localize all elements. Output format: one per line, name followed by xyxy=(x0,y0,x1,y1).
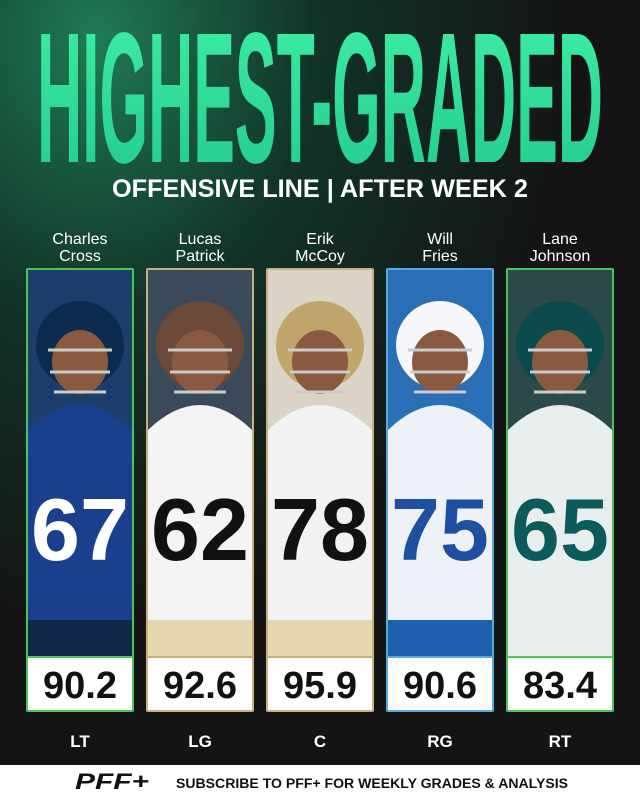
facemask xyxy=(168,348,232,394)
grade: 90.2 xyxy=(43,665,117,707)
jersey-number: 78 xyxy=(271,480,369,579)
grade: 83.4 xyxy=(523,665,597,707)
face xyxy=(532,330,588,394)
team-logo-strip xyxy=(268,620,372,656)
grade-box xyxy=(388,658,492,710)
player-first-name: Erik xyxy=(306,231,335,248)
face xyxy=(52,330,108,394)
grade: 95.9 xyxy=(283,665,357,707)
facemask xyxy=(528,348,592,394)
facemask xyxy=(408,348,472,394)
player-first-name: Lucas xyxy=(179,231,222,248)
player-last-name: Fries xyxy=(422,248,458,265)
player-body xyxy=(148,405,252,620)
position: C xyxy=(314,732,326,751)
grade: 92.6 xyxy=(163,665,237,707)
footer-bar xyxy=(0,765,640,800)
footer-logo: PFF+ xyxy=(75,769,149,794)
team-logo-strip xyxy=(28,620,132,656)
jersey-number: 62 xyxy=(151,480,249,579)
player-last-name: Johnson xyxy=(530,248,591,265)
grade: 90.6 xyxy=(403,665,477,707)
grade-box xyxy=(508,658,612,710)
player-first-name: Will xyxy=(427,231,453,248)
player-first-name: Lane xyxy=(542,231,578,248)
player-last-name: Patrick xyxy=(176,248,226,265)
face xyxy=(292,330,348,394)
player-body xyxy=(28,405,132,620)
face xyxy=(412,330,468,394)
title: HIGHEST-GRADED xyxy=(37,0,603,202)
player-first-name: Charles xyxy=(52,231,107,248)
grade-box xyxy=(268,658,372,710)
position: LT xyxy=(70,732,90,751)
jersey-number: 67 xyxy=(31,480,129,579)
team-logo-strip xyxy=(508,620,612,656)
grade-box xyxy=(28,658,132,710)
facemask xyxy=(48,348,112,394)
grade-box xyxy=(148,658,252,710)
footer-text: SUBSCRIBE TO PFF+ FOR WEEKLY GRADES & AN… xyxy=(176,776,568,791)
player-body xyxy=(388,405,492,620)
facemask xyxy=(288,348,352,394)
position: LG xyxy=(188,732,212,751)
position: RT xyxy=(549,732,572,751)
team-logo-strip xyxy=(388,620,492,656)
player-last-name: Cross xyxy=(59,248,101,265)
jersey-number: 65 xyxy=(511,480,609,579)
subtitle: OFFENSIVE LINE | AFTER WEEK 2 xyxy=(112,175,528,203)
player-last-name: McCoy xyxy=(295,248,345,265)
player-body xyxy=(268,405,372,620)
position: RG xyxy=(427,732,453,751)
face xyxy=(172,330,228,394)
jersey-number: 75 xyxy=(391,480,489,579)
team-logo-strip xyxy=(148,620,252,656)
player-body xyxy=(508,405,612,620)
